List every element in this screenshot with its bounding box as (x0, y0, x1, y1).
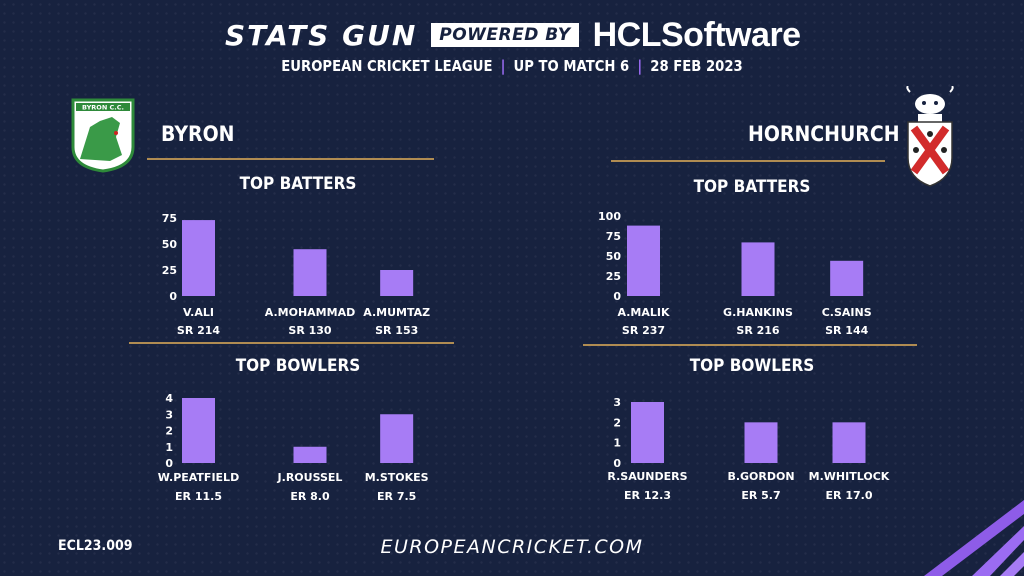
bar (832, 422, 866, 463)
stat-label: SR 216 (736, 324, 780, 337)
stat-label: ER 17.0 (826, 489, 873, 502)
sponsor-hcl: HCL (592, 15, 662, 54)
category-label: A.MOHAMMAD (265, 306, 355, 319)
stat-label: SR 130 (288, 324, 332, 337)
league-name: EUROPEAN CRICKET LEAGUE (281, 57, 493, 75)
category-label: V.ALI (183, 306, 214, 319)
category-label: A.MALIK (618, 306, 670, 319)
y-tick-label: 1 (165, 441, 173, 454)
y-tick-label: 2 (165, 425, 173, 438)
y-tick-label: 3 (165, 408, 173, 421)
stat-label: SR 144 (825, 324, 869, 337)
team-name-byron: BYRON (161, 122, 235, 146)
byron-crest-logo: BYRON C.C. (71, 98, 135, 173)
y-tick-label: 2 (613, 416, 621, 429)
section-title-bowlers-left: TOP BOWLERS (235, 356, 361, 376)
bar (182, 220, 215, 296)
bar (631, 402, 664, 463)
bar (293, 446, 327, 463)
stat-label: ER 12.3 (624, 489, 671, 502)
section-title-bowlers-right: TOP BOWLERS (689, 356, 815, 376)
bar (182, 398, 215, 463)
decorative-stripes (924, 500, 1024, 576)
website-link[interactable]: EUROPEANCRICKET.COM (380, 536, 644, 558)
y-tick-label: 0 (169, 290, 177, 303)
divider-line (583, 344, 917, 346)
y-tick-label: 0 (613, 290, 621, 303)
y-tick-label: 1 (613, 437, 621, 450)
team-name-hornchurch: HORNCHURCH (748, 122, 900, 146)
category-label: J.ROUSSEL (277, 471, 343, 484)
y-tick-label: 0 (165, 457, 173, 470)
match-info: UP TO MATCH 6 (513, 57, 630, 75)
sponsor-logo: HCLSoftware (593, 16, 801, 55)
stat-label: ER 8.0 (290, 490, 330, 503)
category-label: G.HANKINS (723, 306, 793, 319)
divider-line (129, 342, 454, 344)
category-label: M.WHITLOCK (809, 470, 890, 483)
hornchurch-crest-logo (906, 86, 954, 187)
y-tick-label: 75 (606, 230, 621, 243)
powered-by-badge: POWERED BY (431, 23, 579, 47)
date-info: 28 FEB 2023 (650, 57, 743, 75)
category-label: A.MUMTAZ (363, 306, 430, 319)
y-tick-label: 0 (613, 457, 621, 470)
section-title-batters-right: TOP BATTERS (693, 177, 811, 197)
section-title-batters-left: TOP BATTERS (239, 174, 357, 194)
stat-label: ER 11.5 (175, 490, 222, 503)
separator: | (637, 57, 643, 75)
bar (380, 270, 414, 296)
category-label: W.PEATFIELD (158, 471, 239, 484)
stat-label: SR 153 (375, 324, 418, 337)
category-label: R.SAUNDERS (607, 470, 687, 483)
category-label: M.STOKES (365, 471, 429, 484)
y-tick-label: 25 (162, 264, 177, 277)
subtitle-bar: EUROPEAN CRICKET LEAGUE | UP TO MATCH 6 … (61, 57, 962, 75)
stat-label: ER 5.7 (741, 489, 780, 502)
y-tick-label: 4 (165, 392, 173, 405)
category-label: B.GORDON (727, 470, 794, 483)
divider-line (147, 158, 434, 160)
header-brand: STATS GUN POWERED BY HCLSoftware (225, 16, 801, 54)
y-tick-label: 3 (613, 396, 621, 409)
y-tick-label: 100 (598, 210, 621, 223)
separator: | (500, 57, 506, 75)
y-tick-label: 75 (162, 212, 177, 225)
y-tick-label: 50 (606, 250, 622, 263)
bar (293, 249, 327, 296)
bar (627, 225, 660, 296)
bar (380, 414, 414, 463)
stat-label: SR 214 (177, 324, 221, 337)
divider-line (611, 160, 885, 162)
graphic-code: ECL23.009 (58, 538, 133, 554)
y-tick-label: 25 (606, 270, 621, 283)
bar (744, 422, 778, 463)
bar (830, 260, 864, 296)
bar (741, 242, 775, 296)
stat-label: ER 7.5 (377, 490, 416, 503)
crest-text: BYRON C.C. (82, 104, 124, 112)
y-tick-label: 50 (162, 238, 178, 251)
sponsor-software: Software (661, 15, 801, 54)
brand-title: STATS GUN (225, 18, 418, 52)
stat-label: SR 237 (622, 324, 665, 337)
category-label: C.SAINS (822, 306, 872, 319)
